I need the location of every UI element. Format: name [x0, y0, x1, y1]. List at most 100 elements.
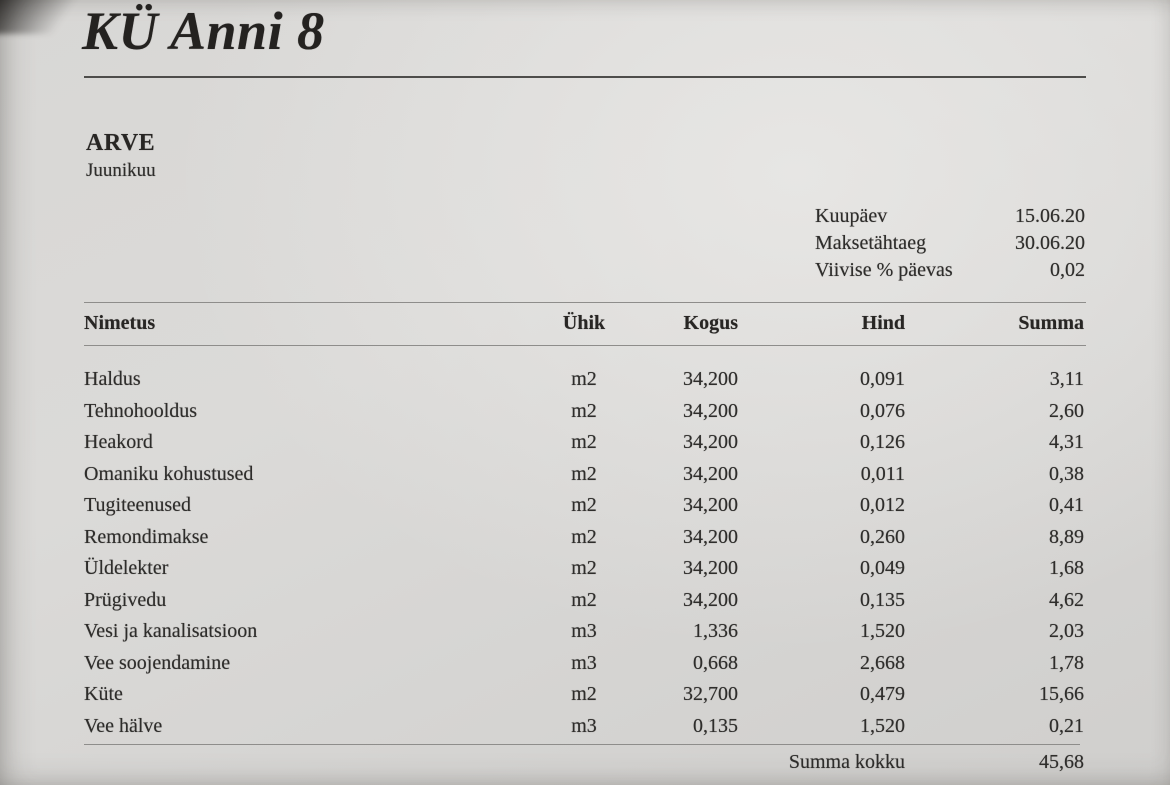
table-row: Vee hälve m3 0,135 1,520 0,21 [84, 712, 1084, 744]
row-price: 0,011 [860, 462, 905, 485]
row-qty: 34,200 [683, 462, 738, 485]
meta-row-date: Kuupäev 15.06.20 [815, 205, 1085, 232]
table-row: Tugiteenused m2 34,200 0,012 0,41 [84, 491, 1084, 523]
row-unit: m2 [571, 588, 597, 611]
table-row: Tehnohooldus m2 34,200 0,076 2,60 [84, 397, 1084, 429]
table-header-rule [84, 345, 1086, 346]
title-rule [84, 76, 1086, 78]
row-unit: m3 [571, 714, 597, 737]
total-row: Summa kokku 45,68 [84, 751, 1084, 774]
row-sum: 1,68 [1049, 557, 1084, 579]
row-price: 0,091 [860, 368, 905, 390]
row-name: Küte [84, 683, 123, 705]
row-unit: m2 [571, 525, 597, 548]
row-price: 1,520 [860, 714, 905, 737]
row-price: 0,479 [860, 683, 905, 705]
row-sum: 4,62 [1049, 588, 1084, 611]
row-name: Tehnohooldus [84, 399, 198, 422]
row-sum: 0,21 [1049, 714, 1084, 737]
row-price: 0,135 [860, 588, 905, 611]
row-sum: 8,89 [1049, 525, 1084, 548]
row-name: Vee hälve [84, 714, 163, 737]
meta-label-date: Kuupäev [815, 205, 888, 227]
row-qty: 34,200 [683, 557, 738, 579]
row-price: 0,049 [860, 557, 905, 579]
row-price: 1,520 [860, 620, 905, 642]
meta-value-due-date: 30.06.20 [1015, 232, 1085, 254]
table-top-rule [84, 302, 1086, 303]
row-sum: 2,03 [1049, 620, 1084, 642]
row-sum: 2,60 [1049, 399, 1084, 422]
row-unit: m2 [571, 368, 597, 390]
row-name: Omaniku kohustused [84, 462, 254, 485]
row-qty: 32,700 [683, 683, 738, 705]
invoice-period: Juunikuu [86, 160, 156, 181]
row-qty: 34,200 [683, 588, 738, 611]
row-unit: m2 [571, 462, 597, 485]
row-name: Haldus [84, 368, 141, 390]
table-row: Remondimakse m2 34,200 0,260 8,89 [84, 523, 1084, 555]
table-header-row: Nimetus Ühik Kogus Hind Summa [84, 312, 1084, 335]
row-unit: m2 [571, 431, 597, 453]
meta-value-date: 15.06.20 [1015, 205, 1085, 227]
col-header-name: Nimetus [84, 312, 156, 334]
table-row: Üldelekter m2 34,200 0,049 1,68 [84, 554, 1084, 586]
row-qty: 34,200 [683, 431, 738, 453]
row-name: Vee soojendamine [84, 651, 231, 674]
table-row: Haldus m2 34,200 0,091 3,11 [84, 365, 1084, 397]
row-unit: m2 [571, 494, 597, 516]
total-label: Summa kokku [788, 751, 905, 773]
row-qty: 34,200 [683, 399, 738, 422]
row-name: Üldelekter [84, 557, 169, 579]
row-qty: 34,200 [683, 525, 738, 548]
invoice-meta-block: Kuupäev 15.06.20 Maksetähtaeg 30.06.20 V… [815, 205, 1085, 286]
row-sum: 4,31 [1049, 431, 1084, 453]
photo-corner-shadow [0, 0, 110, 34]
row-unit: m2 [571, 399, 597, 422]
row-sum: 15,66 [1039, 683, 1084, 705]
row-price: 0,260 [860, 525, 905, 548]
meta-label-due-date: Maksetähtaeg [815, 232, 927, 254]
invoice-rows: Haldus m2 34,200 0,091 3,11 Tehnohooldus… [84, 365, 1084, 743]
row-qty: 0,135 [693, 714, 738, 737]
row-name: Tugiteenused [84, 494, 192, 516]
page-title: KÜ Anni 8 [82, 1, 325, 61]
row-name: Heakord [84, 431, 153, 453]
col-header-price: Hind [861, 312, 905, 334]
row-name: Vesi ja kanalisatsioon [84, 620, 258, 642]
row-qty: 34,200 [683, 368, 738, 390]
row-name: Prügivedu [84, 588, 167, 611]
row-price: 2,668 [860, 651, 905, 674]
table-total-rule [84, 744, 1080, 745]
table-row: Küte m2 32,700 0,479 15,66 [84, 680, 1084, 712]
meta-row-penalty: Viivise % päevas 0,02 [815, 259, 1085, 286]
row-sum: 1,78 [1049, 651, 1084, 674]
row-qty: 34,200 [683, 494, 738, 516]
invoice-type-label: ARVE [86, 130, 156, 156]
col-header-unit: Ühik [562, 312, 606, 334]
row-name: Remondimakse [84, 525, 209, 548]
table-row: Vesi ja kanalisatsioon m3 1,336 1,520 2,… [84, 617, 1084, 649]
row-unit: m3 [571, 651, 597, 674]
row-sum: 0,38 [1049, 462, 1084, 485]
row-unit: m2 [571, 683, 597, 705]
row-qty: 0,668 [693, 651, 738, 674]
row-unit: m2 [571, 557, 597, 579]
col-header-qty: Kogus [683, 312, 738, 334]
table-row: Heakord m2 34,200 0,126 4,31 [84, 428, 1084, 460]
meta-label-penalty: Viivise % päevas [815, 259, 953, 281]
meta-row-due-date: Maksetähtaeg 30.06.20 [815, 232, 1085, 259]
row-sum: 0,41 [1049, 494, 1084, 516]
meta-value-penalty: 0,02 [1050, 259, 1085, 281]
row-price: 0,012 [860, 494, 905, 516]
table-row: Vee soojendamine m3 0,668 2,668 1,78 [84, 649, 1084, 681]
table-row: Omaniku kohustused m2 34,200 0,011 0,38 [84, 460, 1084, 492]
row-sum: 3,11 [1049, 368, 1084, 390]
row-unit: m3 [571, 620, 597, 642]
table-row: Prügivedu m2 34,200 0,135 4,62 [84, 586, 1084, 618]
row-qty: 1,336 [693, 620, 738, 642]
total-value: 45,68 [1039, 751, 1084, 773]
row-price: 0,076 [860, 399, 905, 422]
col-header-sum: Summa [1018, 312, 1084, 334]
